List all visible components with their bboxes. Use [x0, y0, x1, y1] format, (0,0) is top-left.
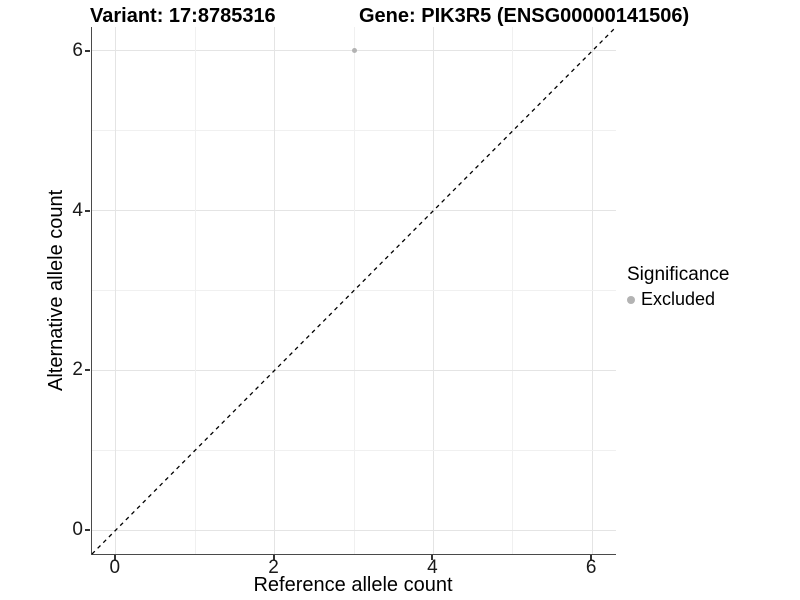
x-tick-label: 2 [268, 557, 279, 578]
y-axis-title: Alternative allele count [45, 189, 67, 392]
minor-gridline-x [194, 27, 196, 554]
x-tick-label: 4 [427, 557, 438, 578]
x-axis-title: Reference allele count [253, 574, 453, 596]
variant-title: Variant: 17:8785316 [90, 5, 276, 27]
x-tick-label: 0 [109, 557, 121, 578]
x-tick-mark [113, 555, 116, 560]
legend-item-excluded: Excluded [627, 289, 729, 310]
data-point-excluded [351, 48, 357, 54]
y-tick-label: 2 [72, 359, 83, 381]
y-tick-label: 4 [72, 199, 83, 221]
y-tick-mark [85, 529, 90, 532]
major-gridline-y [92, 529, 616, 531]
x-tick-mark [272, 555, 275, 560]
major-gridline-x [274, 27, 276, 554]
y-tick-mark [85, 49, 90, 52]
x-tick-mark [590, 555, 593, 560]
legend-item-label: Excluded [641, 289, 716, 309]
identity-line [91, 26, 617, 555]
major-gridline-x [115, 27, 117, 554]
x-tick-label: 6 [585, 557, 597, 578]
minor-gridline-y [92, 449, 616, 451]
excluded-point-icon [627, 295, 635, 304]
y-tick-mark [85, 209, 90, 212]
gene-title: Gene: PIK3R5 (ENSG00000141506) [359, 5, 690, 27]
plot-panel [91, 26, 617, 555]
y-tick-mark [85, 369, 90, 372]
y-tick-label: 6 [72, 39, 83, 61]
x-tick-mark [431, 555, 434, 560]
legend: Significance Excluded [627, 264, 729, 310]
legend-title: Significance [627, 264, 730, 285]
y-tick-label: 0 [72, 519, 83, 541]
major-gridline-y [92, 369, 616, 371]
